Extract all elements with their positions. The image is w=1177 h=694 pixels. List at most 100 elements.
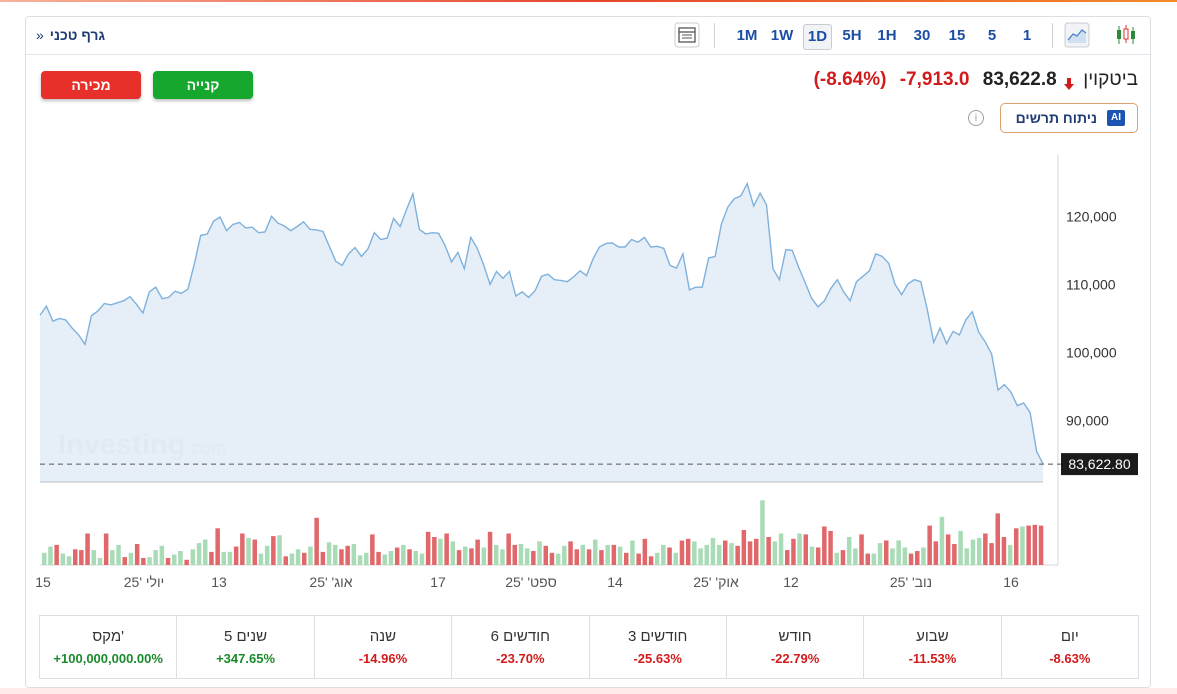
volume-bar: [116, 544, 121, 565]
volume-bar: [853, 548, 858, 565]
volume-bar: [79, 550, 84, 565]
technical-chart-label: גרף טכני: [49, 27, 106, 43]
volume-bar: [209, 551, 214, 565]
performance-table: מקס' +100,000,000.00% 5 שנים +347.65% שנה -14…: [39, 615, 1139, 679]
ai-badge-icon: AI: [1107, 110, 1125, 126]
volume-bar: [110, 550, 115, 565]
timeframe-5H[interactable]: 5H: [842, 27, 862, 44]
volume-bar: [85, 533, 90, 565]
x-tick-label: אוג' '25: [309, 574, 352, 590]
ai-analysis-label: ניתוח תרשים: [1015, 110, 1097, 126]
x-tick-label: 14: [607, 574, 623, 590]
volume-bar: [574, 549, 579, 566]
volume-bar: [630, 540, 635, 565]
ai-chart-analysis-button[interactable]: ניתוח תרשים AI: [1000, 103, 1138, 133]
volume-bar: [97, 558, 103, 565]
x-tick-label: 17: [430, 574, 446, 590]
y-tick-label: 120,000: [1066, 208, 1117, 224]
volume-bar: [246, 537, 251, 565]
volume-bar: [989, 543, 994, 565]
sell-button[interactable]: מכירה: [41, 71, 141, 99]
volume-bar: [531, 551, 536, 565]
volume-bar: [976, 537, 982, 565]
area-chart-icon[interactable]: [1064, 22, 1090, 48]
volume-bar: [952, 544, 957, 565]
buy-button[interactable]: קנייה: [153, 71, 253, 99]
volume-bar: [871, 553, 877, 565]
volume-bar: [190, 549, 196, 566]
performance-value: +347.65%: [216, 651, 276, 666]
performance-cell: 3 חודשים -25.63%: [590, 616, 727, 678]
technical-chart-link[interactable]: » גרף טכני: [36, 27, 105, 43]
volume-bar: [463, 546, 468, 565]
layout-icon[interactable]: [674, 22, 700, 48]
volume-bar: [884, 540, 889, 565]
volume-bar: [487, 531, 493, 566]
timeframe-1[interactable]: 1: [1022, 27, 1032, 44]
volume-bar: [357, 555, 363, 565]
performance-cell: חודש -22.79%: [727, 616, 865, 678]
info-icon[interactable]: i: [968, 110, 984, 126]
volume-bar: [165, 558, 171, 565]
volume-bar: [438, 538, 443, 566]
volume-bar: [203, 539, 208, 565]
volume-bar: [524, 548, 530, 565]
toolbar-separator: [714, 23, 715, 48]
performance-value: -11.53%: [908, 651, 957, 666]
volume-bar: [605, 544, 610, 565]
timeframe-30[interactable]: 30: [913, 27, 931, 44]
timeframe-1H[interactable]: 1H: [877, 27, 897, 44]
volume-bar: [122, 557, 127, 565]
volume-bar: [147, 557, 152, 565]
volume-bar: [370, 534, 375, 565]
volume-bar: [698, 548, 703, 565]
volume-bar: [66, 556, 72, 566]
volume-bar: [735, 545, 740, 566]
performance-period: 6 חודשים: [490, 628, 550, 645]
timeframe-1W[interactable]: 1W: [770, 27, 794, 44]
volume-bar: [710, 537, 716, 565]
volume-bar: [475, 539, 480, 565]
volume-bar: [413, 551, 418, 565]
volume-bar: [723, 540, 728, 565]
volume-bar: [617, 546, 623, 565]
volume-bar: [747, 541, 753, 565]
volume-bar: [562, 545, 567, 566]
volume-bar: [103, 533, 109, 565]
timeframe-5[interactable]: 5: [987, 27, 997, 44]
volume-bar: [419, 553, 425, 565]
volume-bar: [568, 541, 573, 565]
volume-bar: [754, 538, 759, 566]
volume-bar: [481, 547, 487, 565]
performance-value: -23.70%: [496, 651, 545, 666]
x-tick-label: נוב' '25: [890, 574, 932, 590]
volume-bar: [407, 549, 412, 566]
volume-bar: [264, 545, 270, 566]
performance-cell: שבוע -11.53%: [864, 616, 1002, 678]
volume-bar: [778, 533, 784, 565]
volume-bar: [846, 537, 852, 565]
volume-bar: [469, 548, 474, 565]
volume-bar: [896, 540, 901, 565]
volume-bar: [840, 550, 846, 565]
volume-bar: [252, 539, 257, 565]
volume-bar: [1026, 525, 1031, 565]
volume-bar: [314, 517, 319, 566]
price-chart[interactable]: Investing.com120,000110,000100,00090,000…: [26, 17, 1150, 607]
performance-value: +100,000,000.00%: [53, 651, 163, 666]
volume-bar: [1032, 524, 1038, 566]
volume-bar: [60, 553, 66, 565]
performance-value: -25.63%: [633, 651, 682, 666]
timeframe-15[interactable]: 15: [948, 27, 966, 44]
volume-bar: [432, 537, 437, 565]
performance-period: 3 חודשים: [628, 628, 688, 645]
volume-bar: [450, 541, 456, 565]
timeframe-1M[interactable]: 1M: [736, 27, 758, 44]
volume-bar: [803, 534, 808, 565]
x-tick-label: 12: [783, 574, 799, 590]
volume-bar: [772, 541, 778, 565]
candlestick-icon[interactable]: [1113, 22, 1139, 48]
y-tick-label: 110,000: [1066, 276, 1116, 292]
timeframe-1D[interactable]: 1D: [803, 24, 832, 50]
volume-bar: [704, 544, 709, 565]
